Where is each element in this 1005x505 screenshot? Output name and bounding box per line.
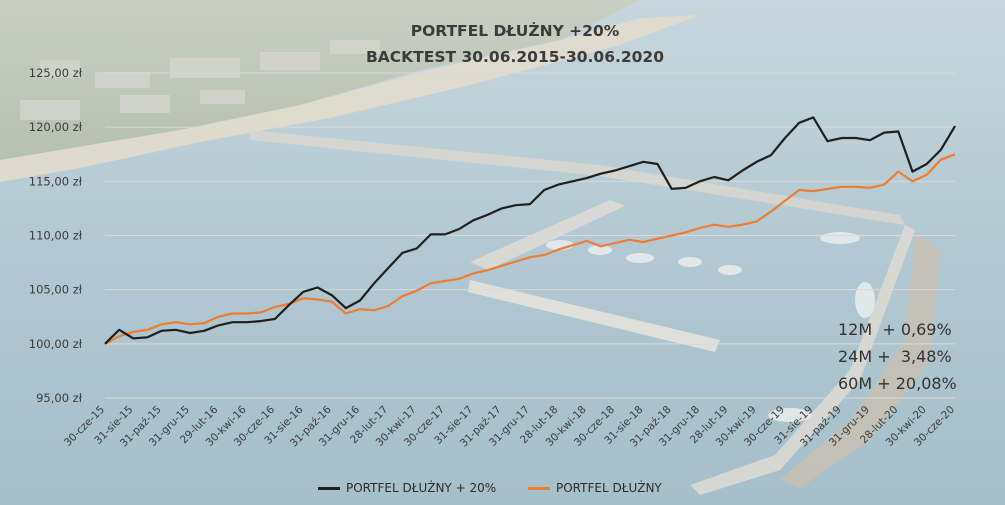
return-24m-annotation: 24M + 3,48%: [838, 347, 952, 366]
return-12m-annotation: 12M + 0,69%: [838, 320, 952, 339]
y-tick-label: 95,00 zł: [36, 391, 83, 405]
y-tick-label: 100,00 zł: [29, 337, 83, 351]
y-axis-tick-labels: 95,00 zł 100,00 zł 105,00 zł 110,00 zł 115,0…: [29, 66, 83, 405]
return-60m-annotation: 60M + 20,08%: [838, 374, 957, 393]
legend-entry-series1: PORTFEL DŁUŻNY + 20%: [318, 481, 496, 495]
chart-title: PORTFEL DŁUŻNY +20%: [410, 22, 620, 40]
grid-lines: [105, 72, 955, 399]
y-tick-label: 105,00 zł: [29, 283, 83, 297]
y-tick-label: 115,00 zł: [29, 174, 83, 188]
x-axis-tick-labels: 30-cze-1531-sie-1531-paź-1531-gru-1529-l…: [62, 403, 957, 449]
series-lines: [104, 116, 956, 345]
legend-label-series1: PORTFEL DŁUŻNY + 20%: [346, 481, 497, 495]
y-tick-label: 125,00 zł: [29, 66, 83, 80]
series-line-portfel-dluzny: [104, 153, 956, 345]
legend-entry-series2: PORTFEL DŁUŻNY: [528, 481, 662, 495]
legend-swatch-series2: [528, 486, 550, 490]
legend-swatch-series1: [318, 486, 340, 490]
series-line-portfel-dluzny-plus-20: [104, 116, 956, 345]
y-tick-label: 120,00 zł: [29, 120, 83, 134]
chart-subtitle: BACKTEST 30.06.2015-30.06.2020: [365, 48, 665, 66]
y-tick-label: 110,00 zł: [29, 229, 83, 243]
legend-label-series2: PORTFEL DŁUŻNY: [556, 481, 662, 495]
